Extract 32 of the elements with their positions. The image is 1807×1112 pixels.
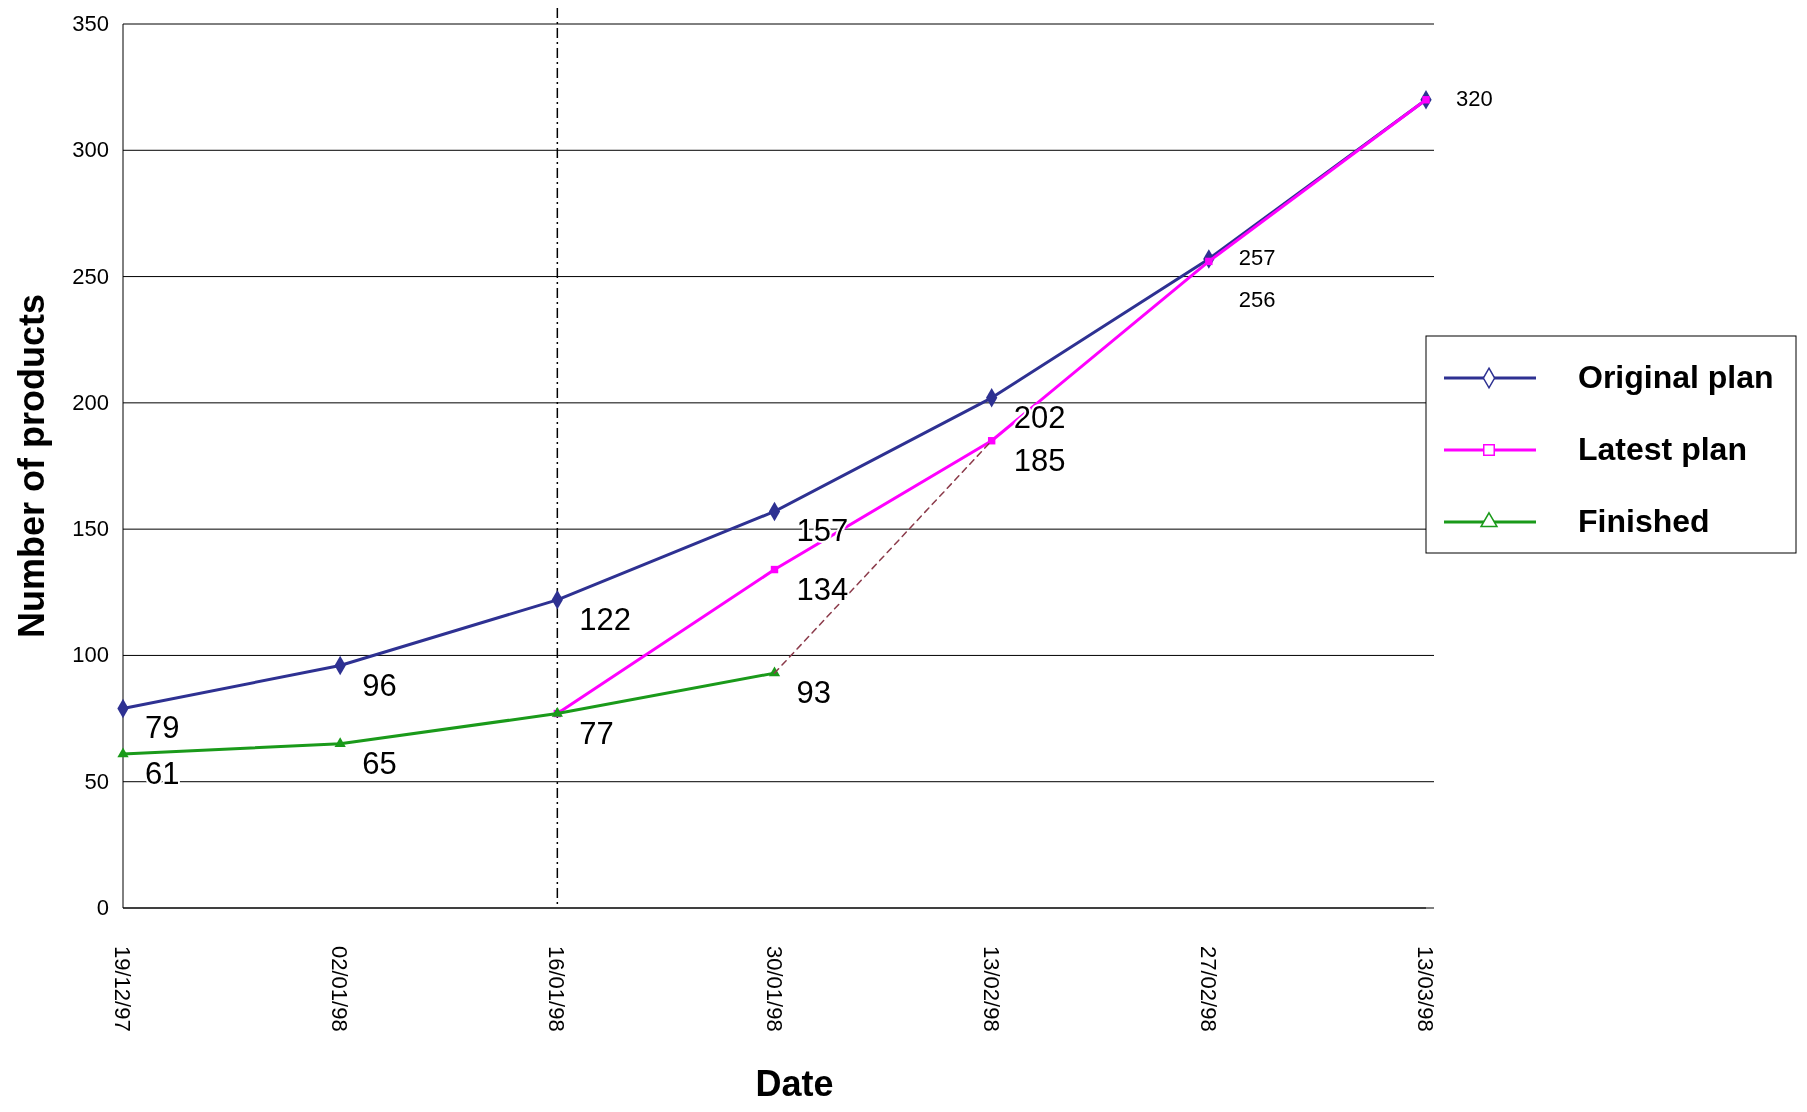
x-axis-title: Date — [755, 1063, 834, 1104]
x-tick-label: 27/02/98 — [1195, 946, 1221, 1032]
y-tick-label: 350 — [72, 11, 109, 36]
x-tick-label: 02/01/98 — [327, 946, 353, 1032]
x-tick-label: 13/02/98 — [978, 946, 1004, 1032]
data-label: 256 — [1238, 287, 1276, 313]
data-label: 320 — [1456, 85, 1493, 111]
y-tick-label: 150 — [72, 516, 109, 542]
x-tick-label: 13/03/98 — [1413, 946, 1438, 1032]
data-label: 202 — [1013, 399, 1066, 435]
data-label: 77 — [579, 715, 614, 751]
data-label: 257 — [1238, 244, 1276, 270]
data-label: 122 — [579, 601, 632, 637]
x-tick-label: 16/01/98 — [544, 946, 570, 1032]
legend-label: Original plan — [1578, 359, 1774, 395]
data-label: 65 — [362, 745, 397, 781]
data-label: 185 — [1013, 442, 1066, 478]
y-tick-label: 250 — [72, 263, 109, 289]
y-tick-label: 0 — [96, 895, 109, 920]
x-tick-label: 19/12/97 — [110, 946, 135, 1032]
y-axis-title: Number of products — [11, 293, 52, 639]
y-tick-label: 100 — [72, 642, 109, 668]
legend-label: Latest plan — [1578, 431, 1747, 467]
legend-label: Finished — [1578, 503, 1710, 539]
data-label: 79 — [145, 710, 180, 746]
data-label: 96 — [362, 667, 397, 703]
y-tick-label: 300 — [72, 137, 109, 163]
x-tick-label: 30/01/98 — [761, 946, 787, 1032]
y-tick-label: 50 — [84, 768, 109, 794]
data-label: 134 — [796, 571, 849, 607]
y-tick-label: 200 — [72, 389, 109, 415]
data-label: 93 — [796, 675, 831, 711]
